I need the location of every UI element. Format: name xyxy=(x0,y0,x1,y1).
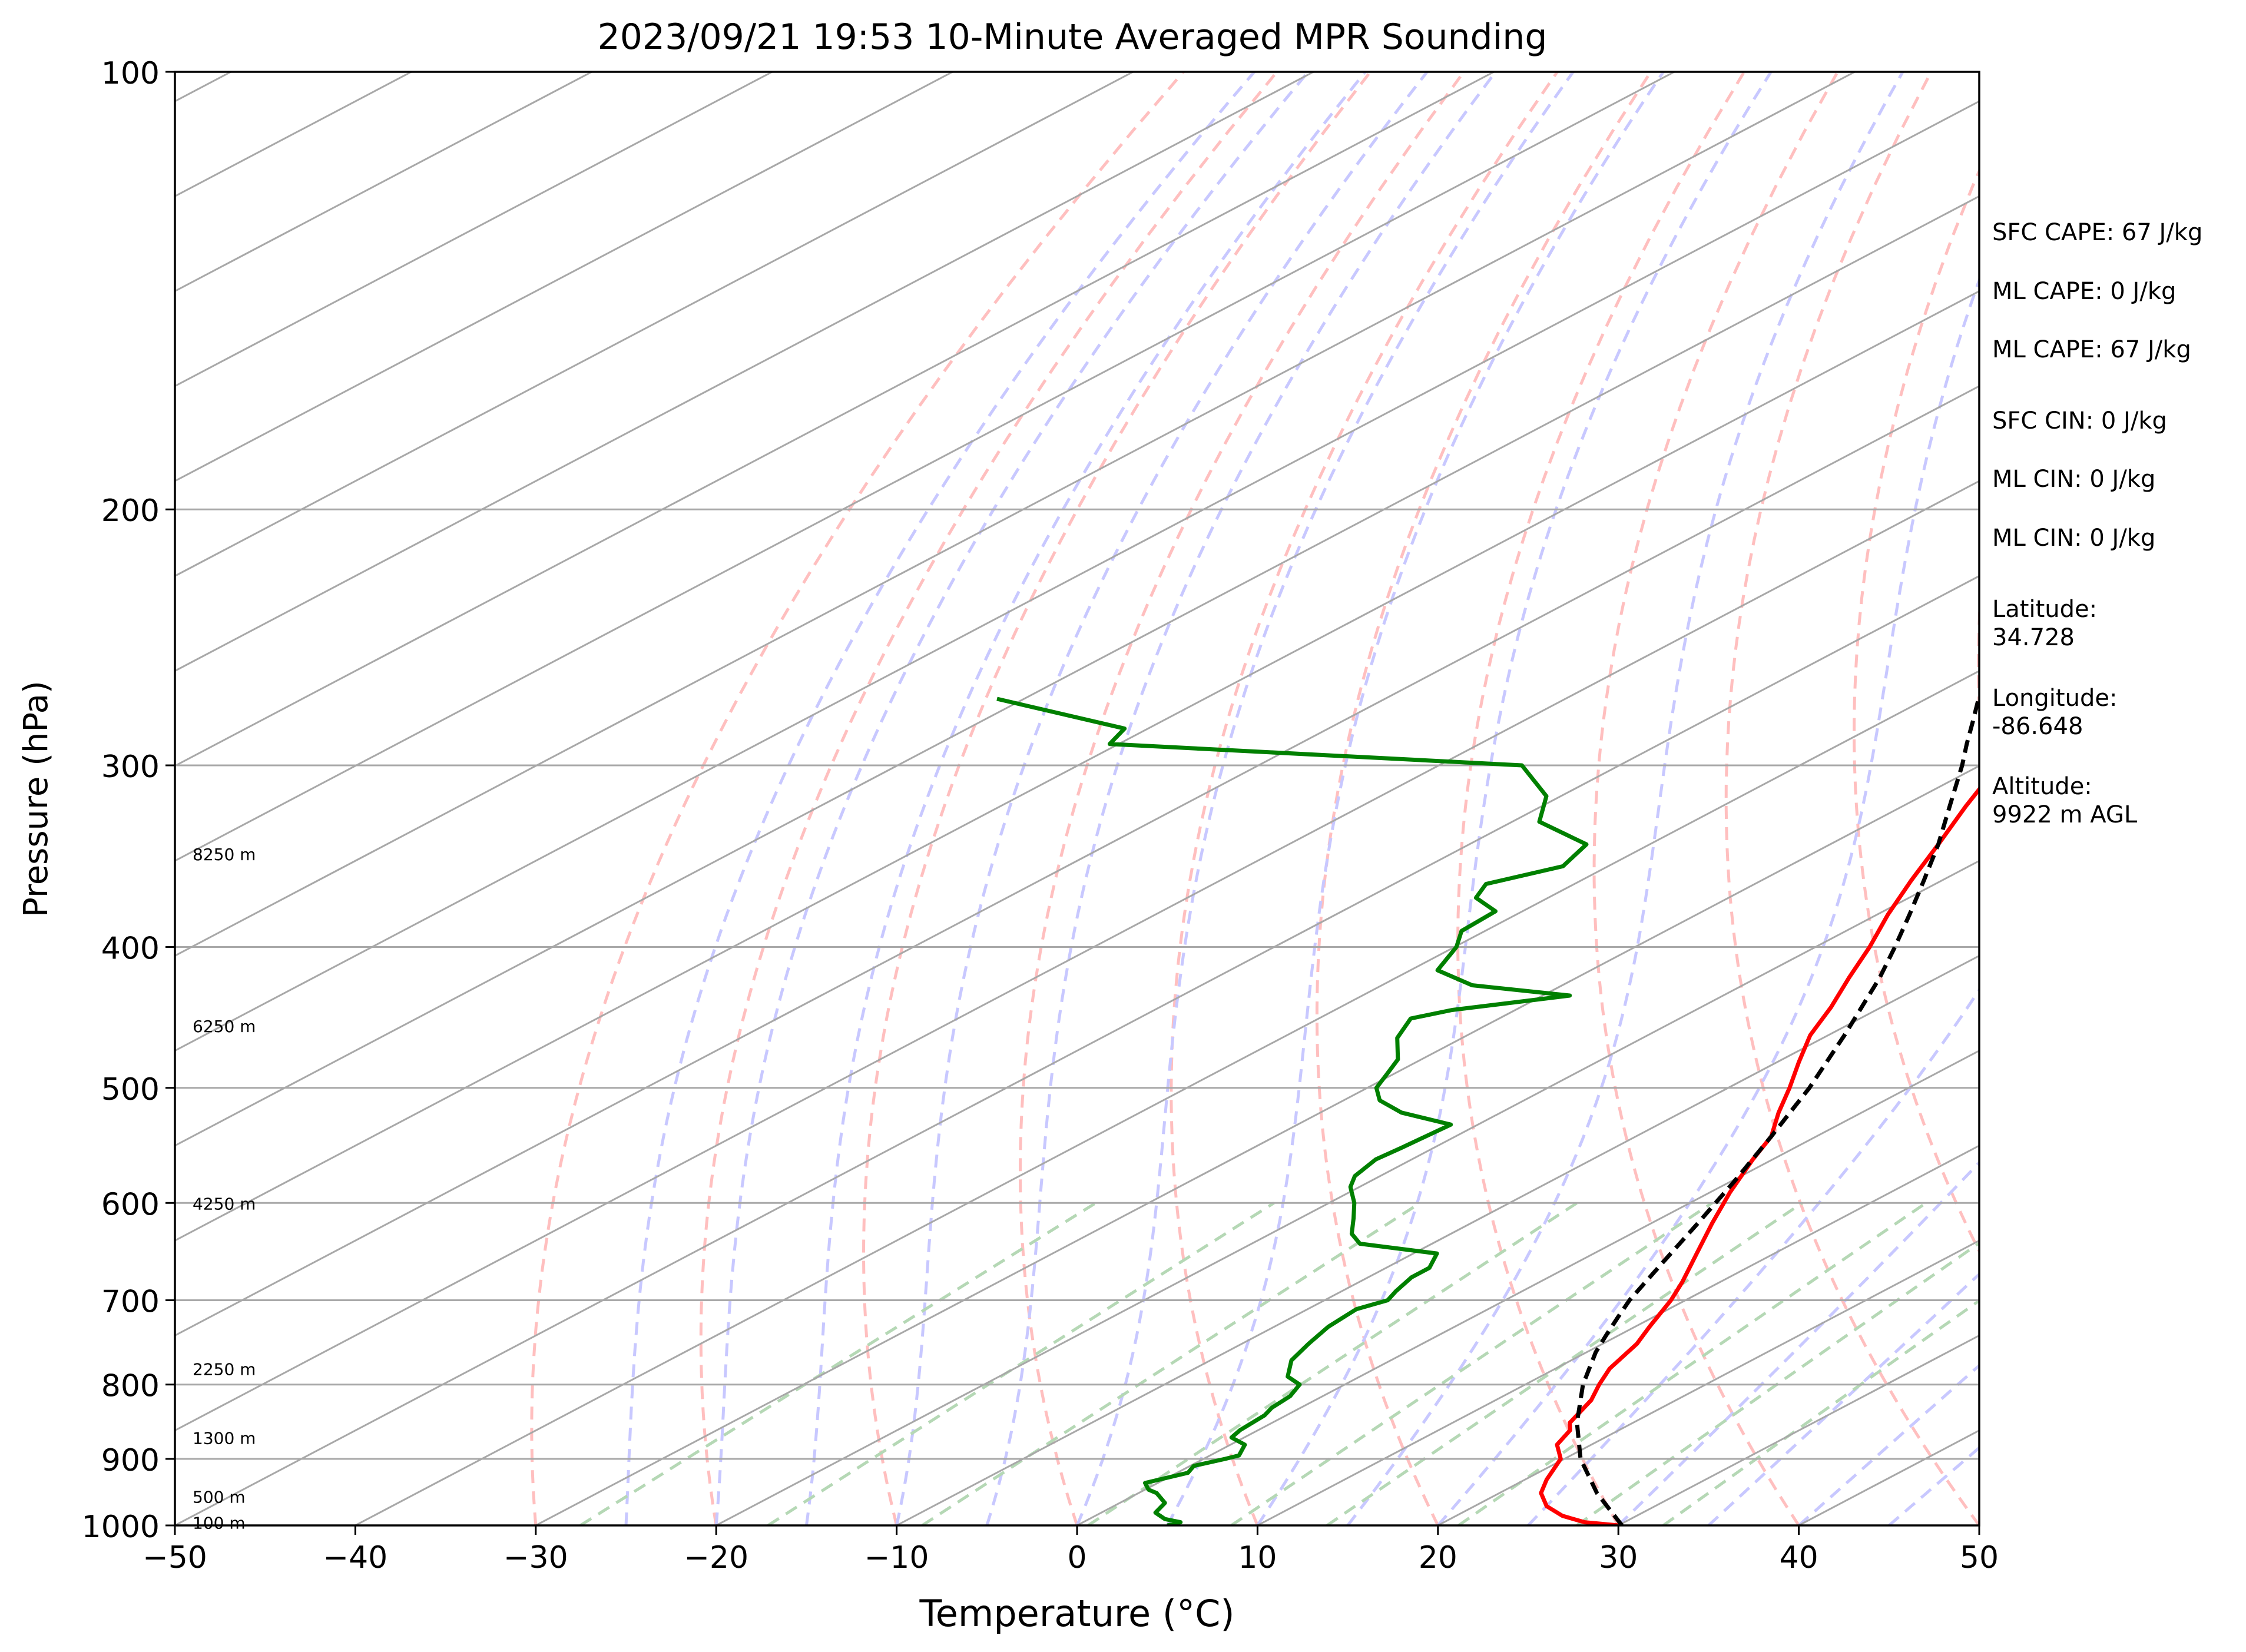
mixing-ratio-line xyxy=(1326,1202,1803,1525)
parcel-path-line xyxy=(1575,698,1979,1525)
moist-adiabat-line xyxy=(1075,72,1575,1525)
moist-adiabat-line xyxy=(624,72,1256,1525)
dry-adiabat-line xyxy=(1170,72,1559,1525)
parameter-annotation: ML CAPE: 0 J/kg xyxy=(1992,278,2176,305)
dry-adiabat-line xyxy=(1592,72,1839,1525)
isotherm-line xyxy=(175,72,773,387)
isotherm-line xyxy=(896,954,1979,1525)
height-label: 8250 m xyxy=(193,845,256,864)
moist-adiabat-line xyxy=(985,72,1497,1525)
height-label: 2250 m xyxy=(193,1360,256,1379)
y-tick-label: 800 xyxy=(101,1369,160,1404)
y-axis-ticks: 100 200 300 400 500 600 700 800 900 1000 xyxy=(82,56,175,1545)
isotherm-line xyxy=(175,100,1979,1052)
isotherm-line xyxy=(175,72,1675,862)
y-tick-label: 100 xyxy=(101,56,160,91)
moist-adiabat-line xyxy=(1165,72,1665,1525)
isotherm-line xyxy=(175,480,1979,1432)
height-label: 1300 m xyxy=(193,1429,256,1448)
parameter-annotation: SFC CIN: 0 J/kg xyxy=(1992,407,2167,434)
x-tick-label: 30 xyxy=(1599,1540,1638,1575)
x-tick-label: −10 xyxy=(864,1540,929,1575)
isotherm-line xyxy=(175,195,1979,1147)
y-tick-label: 200 xyxy=(101,493,160,529)
isotherm-line xyxy=(1076,1049,1979,1525)
moist-adiabat-line xyxy=(1256,72,1773,1525)
parameter-annotation: Altitude: xyxy=(1992,773,2092,800)
x-axis-label: Temperature (°C) xyxy=(919,1592,1234,1635)
height-labels: 100 m 500 m 1300 m 2250 m 4250 m 6250 m 8250 m xyxy=(193,845,256,1533)
isotherm-line xyxy=(355,669,1979,1525)
y-tick-label: 500 xyxy=(101,1072,160,1107)
chart-title: 2023/09/21 19:53 10-Minute Averaged MPR … xyxy=(598,16,1548,58)
parameter-annotation: Latitude: xyxy=(1992,596,2097,623)
moist-adiabat-line xyxy=(1707,1272,1979,1525)
dry-adiabat-line xyxy=(1315,72,1652,1525)
height-label: 4250 m xyxy=(193,1194,256,1213)
parameter-annotation: ML CIN: 0 J/kg xyxy=(1992,466,2155,493)
dry-adiabat-line xyxy=(1724,72,1979,1525)
y-tick-label: 300 xyxy=(101,749,160,785)
isotherm-line xyxy=(175,72,1495,767)
height-label: 100 m xyxy=(193,1514,246,1533)
isotherm-line xyxy=(175,72,1134,578)
isotherm-line xyxy=(175,575,1979,1525)
parameter-annotation: 9922 m AGL xyxy=(1992,801,2138,828)
temperature-line xyxy=(1539,786,1979,1525)
moist-adiabat-line xyxy=(1346,72,1904,1525)
x-tick-label: 40 xyxy=(1780,1540,1818,1575)
parameter-annotation: 34.728 xyxy=(1992,624,2075,651)
parameter-annotation: ML CIN: 0 J/kg xyxy=(1992,525,2155,552)
isotherm-line xyxy=(175,290,1979,1242)
data-series xyxy=(996,696,1979,1525)
parameter-annotation: -86.648 xyxy=(1992,713,2083,740)
y-tick-label: 900 xyxy=(101,1443,160,1478)
parameter-annotation: SFC CAPE: 67 J/kg xyxy=(1992,219,2202,246)
isotherm-line xyxy=(1437,1239,1979,1525)
y-tick-label: 700 xyxy=(101,1285,160,1320)
y-tick-label: 600 xyxy=(101,1187,160,1222)
x-tick-label: 10 xyxy=(1238,1540,1277,1575)
height-label: 500 m xyxy=(193,1488,246,1507)
isotherm-line xyxy=(175,385,1979,1337)
moist-adiabat-line xyxy=(1797,1364,1979,1525)
isotherm-line xyxy=(535,765,1979,1525)
dry-adiabat-line xyxy=(1456,72,1746,1525)
x-tick-label: −30 xyxy=(503,1540,568,1575)
x-tick-label: −40 xyxy=(323,1540,388,1575)
x-tick-label: 0 xyxy=(1067,1540,1086,1575)
x-tick-label: −20 xyxy=(684,1540,748,1575)
height-label: 6250 m xyxy=(193,1017,256,1036)
y-axis-label: Pressure (hPa) xyxy=(17,681,55,917)
y-tick-label: 400 xyxy=(101,931,160,966)
sounding-parameters: SFC CAPE: 67 J/kg ML CAPE: 0 J/kg ML CAPE:… xyxy=(1992,219,2202,828)
x-axis-ticks: −50 −40 −30 −20 −10 0 10 20 30 40 50 xyxy=(143,1525,1999,1575)
parameter-annotation: ML CAPE: 67 J/kg xyxy=(1992,336,2191,363)
x-tick-label: −50 xyxy=(143,1540,207,1575)
parameter-annotation: Longitude: xyxy=(1992,685,2117,712)
isotherm-line xyxy=(715,860,1979,1525)
x-tick-label: 20 xyxy=(1419,1540,1457,1575)
moist-adiabat-line xyxy=(1436,276,1979,1525)
moist-adiabat-line xyxy=(895,72,1429,1525)
dewpoint-line xyxy=(996,696,1589,1525)
isotherm-line xyxy=(175,72,1314,672)
x-tick-label: 50 xyxy=(1960,1540,1999,1575)
y-tick-label: 1000 xyxy=(82,1510,160,1545)
moist-adiabat-line xyxy=(804,72,1367,1525)
dry-adiabat-line xyxy=(862,72,1372,1525)
isotherm-line xyxy=(1257,1145,1979,1525)
isotherm-line xyxy=(175,72,1856,957)
dry-adiabat-line xyxy=(1018,72,1465,1525)
isotherm-line xyxy=(175,72,953,482)
dry-adiabat-line xyxy=(530,72,1185,1525)
